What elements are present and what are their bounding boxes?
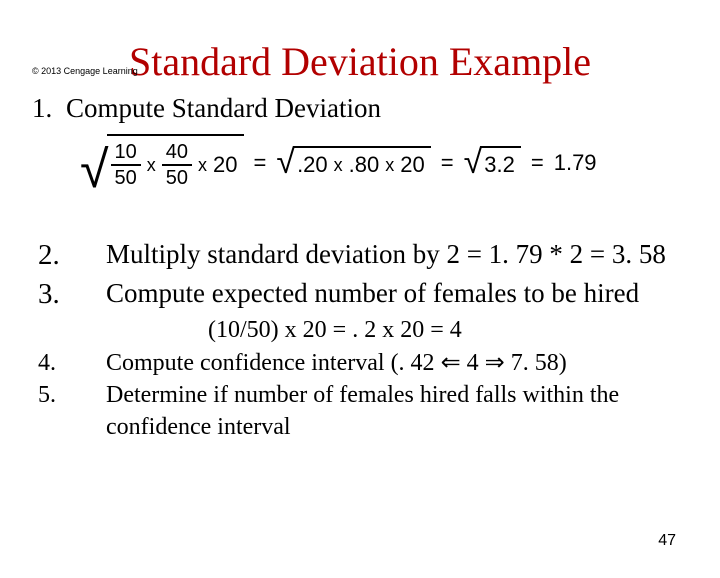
mult-1: x <box>147 155 156 176</box>
n-value: 20 <box>213 152 237 178</box>
formula-region: √ 10 50 x 40 50 x 20 = √ <box>80 134 688 192</box>
page-title: Standard Deviation Example <box>0 38 720 85</box>
formula: √ 10 50 x 40 50 x 20 = √ <box>80 134 688 192</box>
sqrt-term-3: √ 3.2 <box>464 146 521 180</box>
step-row: 5.Determine if number of females hired f… <box>38 379 688 444</box>
step-1-text: Compute Standard Deviation <box>66 93 381 124</box>
copyright-text: © 2013 Cengage Learning <box>32 66 138 76</box>
step-1-number: 1. <box>32 93 66 124</box>
eq-3: = <box>529 150 546 176</box>
frac1-den: 50 <box>111 166 141 188</box>
eq-1: = <box>252 150 269 176</box>
step-number: 3. <box>38 275 106 314</box>
eq-2: = <box>439 150 456 176</box>
fraction-1: 10 50 <box>111 142 141 188</box>
frac2-num: 40 <box>162 142 192 166</box>
content-area: 1. Compute Standard Deviation √ 10 50 x … <box>0 93 720 444</box>
result: 1.79 <box>554 150 597 176</box>
radical-sign: √ <box>80 152 109 192</box>
frac1-num: 10 <box>111 142 141 166</box>
step-row: 4.Compute confidence interval (. 42 ⇐ 4 … <box>38 347 688 379</box>
mult-4: x <box>385 155 394 176</box>
step-text: Determine if number of females hired fal… <box>106 379 688 444</box>
p1: .20 <box>297 152 328 178</box>
page-number: 47 <box>658 532 676 550</box>
mult-3: x <box>334 155 343 176</box>
step-1-row: 1. Compute Standard Deviation <box>32 93 688 124</box>
step-text: Multiply standard deviation by 2 = 1. 79… <box>106 236 688 272</box>
step-text: Compute confidence interval (. 42 ⇐ 4 ⇒ … <box>106 347 688 379</box>
frac2-den: 50 <box>162 166 192 188</box>
step-text: Compute expected number of females to be… <box>106 275 688 311</box>
step-sub-line: (10/50) x 20 = . 2 x 20 = 4 <box>208 314 688 346</box>
step-row: 2.Multiply standard deviation by 2 = 1. … <box>38 236 688 275</box>
step-number: 4. <box>38 347 106 379</box>
mult-2: x <box>198 155 207 176</box>
steps-list: 2.Multiply standard deviation by 2 = 1. … <box>32 236 688 444</box>
p2: .80 <box>349 152 380 178</box>
variance: 3.2 <box>484 152 515 178</box>
n2: 20 <box>400 152 424 178</box>
fraction-2: 40 50 <box>162 142 192 188</box>
step-number: 5. <box>38 379 106 411</box>
step-number: 2. <box>38 236 106 275</box>
step-row: 3.Compute expected number of females to … <box>38 275 688 314</box>
sqrt-term-1: √ 10 50 x 40 50 x 20 <box>80 134 244 192</box>
sqrt-term-2: √ .20 x .80 x 20 <box>276 146 430 180</box>
